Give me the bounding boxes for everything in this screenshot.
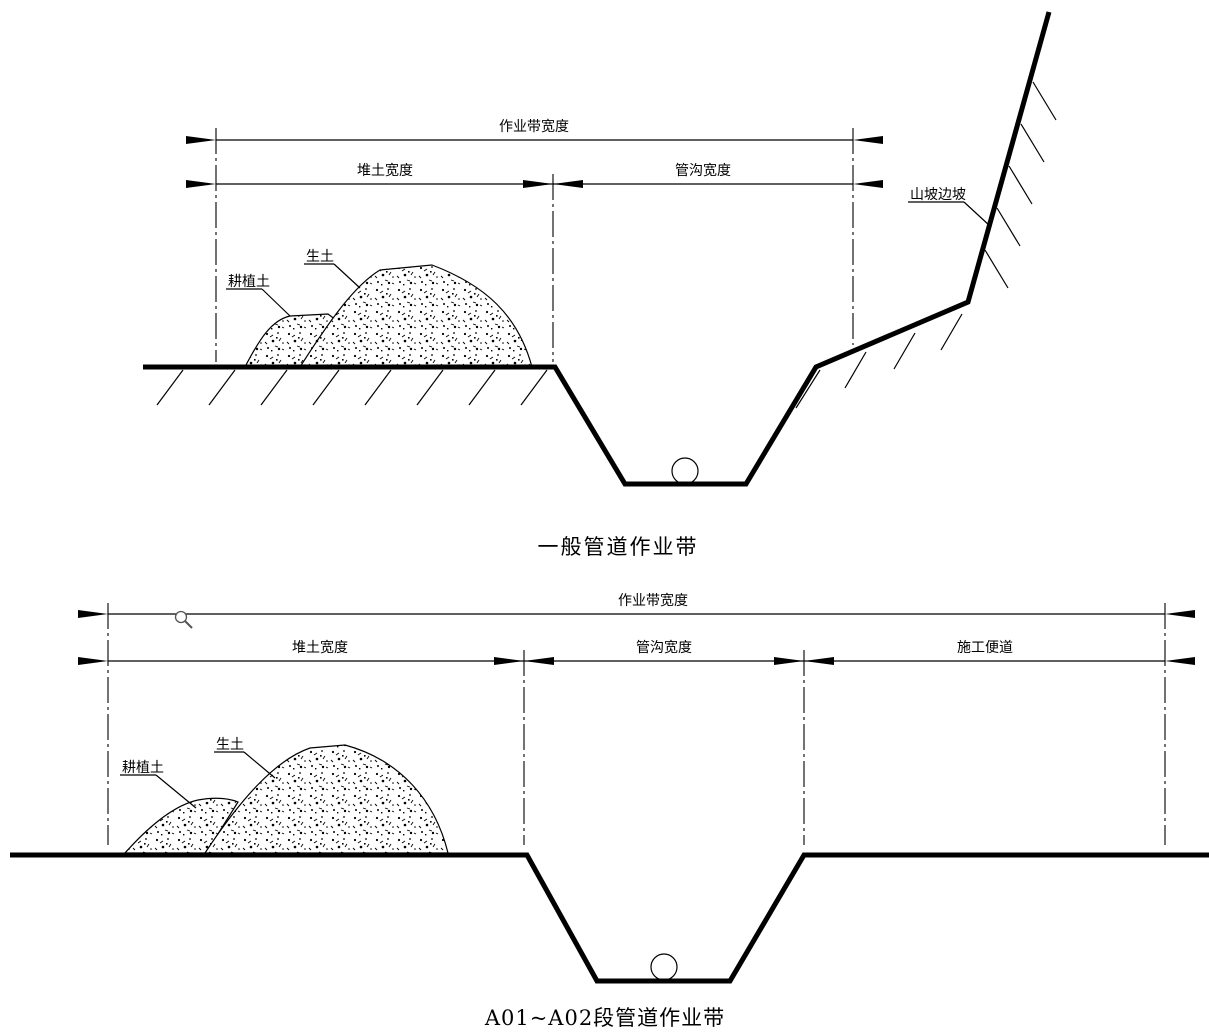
ground-hatching <box>156 81 1057 409</box>
dimension-label-total: 作业带宽度 <box>499 118 569 135</box>
dimension-label-road: 施工便道 <box>957 640 1013 656</box>
dimension-label-spoil: 堆土宽度 <box>357 162 413 179</box>
label-raw-soil: 生土 <box>306 249 334 265</box>
magnifier-icon[interactable] <box>174 610 193 629</box>
pipe <box>650 953 678 981</box>
dimension-label-trench: 管沟宽度 <box>675 162 731 179</box>
dimension-label-trench: 管沟宽度 <box>636 639 692 656</box>
diagram-general: 作业带宽度 堆土宽度 管沟宽度 耕植土 生土 山坡边坡 <box>143 11 1057 559</box>
dimension-label-spoil: 堆土宽度 <box>292 639 348 656</box>
leader-raw-soil <box>333 263 361 289</box>
caption-top: 一般管道作业带 <box>538 535 699 559</box>
label-raw-soil: 生土 <box>216 737 244 753</box>
label-topsoil: 耕植土 <box>122 759 164 776</box>
leader-raw-soil <box>243 751 276 779</box>
leader-topsoil <box>261 288 291 317</box>
label-topsoil: 耕植土 <box>228 273 270 290</box>
caption-bottom: A01~A02段管道作业带 <box>484 1006 725 1030</box>
diagram-a01-a02: 作业带宽度 堆土宽度 管沟宽度 施工便道 耕植土 生土 A01~A02段管道作业… <box>10 592 1209 1030</box>
dimension-label-total: 作业带宽度 <box>618 592 688 609</box>
label-slope: 山坡边坡 <box>910 187 966 203</box>
raw-soil-pile <box>298 264 533 368</box>
pipe <box>671 457 699 485</box>
ground-profile <box>10 852 1209 984</box>
raw-soil-pile <box>203 744 449 854</box>
ground-profile <box>143 11 1052 487</box>
leader-topsoil <box>155 774 197 809</box>
leader-slope <box>963 201 991 227</box>
topsoil-pile <box>123 797 239 854</box>
